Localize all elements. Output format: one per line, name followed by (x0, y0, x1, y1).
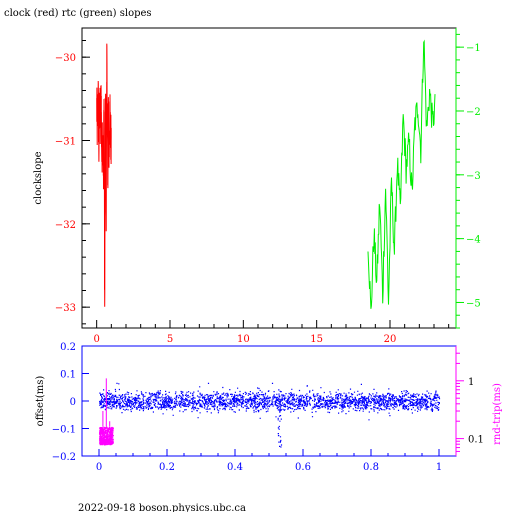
bottom-y2-tick-label: 1 (468, 377, 474, 388)
top-y-tick-label: −30 (55, 53, 76, 64)
bottom-series (99, 378, 441, 448)
top-y2-tick-label: −4 (466, 235, 481, 246)
top-y2-tick-label: −1 (466, 43, 481, 54)
bottom-x-tick-label: 0 (96, 462, 102, 473)
chart-title: clock (red) rtc (green) slopes (4, 8, 152, 19)
bottom-y-tick-label: 0.2 (60, 342, 76, 353)
rndtrip-series-points (99, 378, 114, 446)
clock-series-line (96, 43, 112, 307)
bottom-x-ticks: 0 0.2 0.4 0.6 0.8 1 (96, 449, 442, 473)
top-y2-tick-label: −3 (466, 171, 481, 182)
bottom-plot: 0 0.2 0.4 0.6 0.8 1 0.20.10−0.1−0.2 10.1 offs… (35, 342, 503, 473)
top-x-tick-label: 15 (310, 334, 323, 345)
top-y2-tick-label: −5 (466, 298, 481, 309)
bottom-y-axis-label: offset(ms) (35, 376, 46, 427)
bottom-y2-axis-label: rnd-trip(ms) (492, 383, 503, 445)
bottom-y2-tick-label: 0.1 (468, 435, 484, 446)
bottom-y-tick-label: 0 (70, 397, 76, 408)
top-y2-ticks: −1 −2 −3 −4 −5 (456, 33, 481, 329)
rtc-series-line (367, 39, 436, 309)
top-series (96, 39, 436, 309)
bottom-y-tick-label: −0.2 (52, 452, 76, 463)
top-y-ticks: −30 −31 −32 −33 (55, 40, 90, 325)
top-plot-frame (81, 27, 457, 329)
footer-label: 2022-09-18 boson.physics.ubc.ca (78, 503, 246, 512)
offset-series-points (99, 382, 441, 448)
top-plot: 0 5 10 15 20 −30 −31 −32 −33 −1 −2 −3 −4 −5 clocksl… (33, 27, 481, 345)
bottom-x-tick-label: 0.2 (159, 462, 175, 473)
top-x-tick-label: 20 (384, 334, 397, 345)
bottom-y-tick-label: 0.1 (60, 370, 76, 381)
top-x-tick-label: 5 (167, 334, 173, 345)
bottom-x-tick-label: 0.4 (227, 462, 243, 473)
top-y-tick-label: −33 (55, 303, 76, 314)
top-y2-tick-label: −2 (466, 107, 481, 118)
bottom-y2-ticks: 10.1 (456, 352, 484, 452)
top-y-tick-label: −32 (55, 220, 76, 231)
top-x-ticks: 0 5 10 15 20 (93, 320, 450, 345)
bottom-y-ticks: 0.2 0.1 0 −0.1 −0.2 (52, 342, 89, 463)
top-x-tick-label: 10 (237, 334, 250, 345)
bottom-x-tick-label: 1 (436, 462, 442, 473)
top-x-tick-label: 0 (93, 334, 99, 345)
top-y-tick-label: −31 (55, 137, 76, 148)
top-y-axis-label: clockslope (33, 151, 44, 204)
bottom-x-tick-label: 0.8 (363, 462, 379, 473)
bottom-y-tick-label: −0.1 (52, 425, 76, 436)
bottom-x-tick-label: 0.6 (295, 462, 311, 473)
